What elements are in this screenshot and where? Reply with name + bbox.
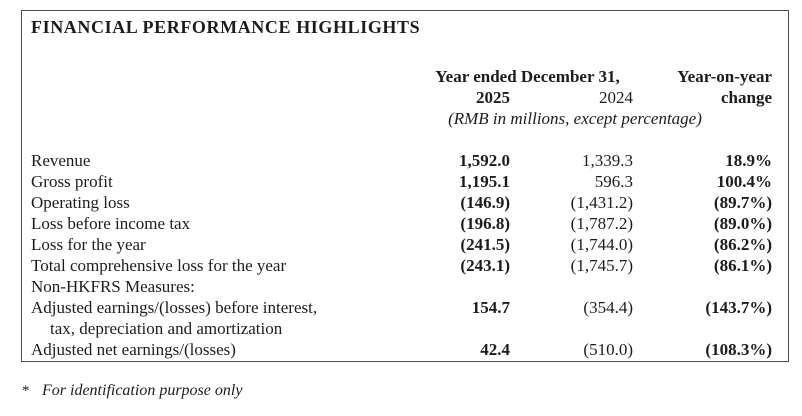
row-label: Gross profit bbox=[31, 172, 113, 191]
value-2025: 1,195.1 bbox=[458, 172, 510, 191]
value-2025: 42.4 bbox=[480, 340, 510, 359]
header-row-period: Year ended December 31, Year-on-year bbox=[31, 66, 772, 87]
value-2024 bbox=[510, 318, 633, 339]
value-change bbox=[633, 318, 772, 339]
row-label: Non-HKFRS Measures: bbox=[31, 277, 195, 296]
table-row-continuation: tax, depreciation and amortization bbox=[31, 318, 772, 339]
value-2024 bbox=[510, 276, 633, 297]
value-2025: (196.8) bbox=[460, 214, 510, 233]
value-change: (143.7%) bbox=[705, 298, 772, 317]
row-label: Loss before income tax bbox=[31, 214, 191, 233]
value-change: (108.3%) bbox=[705, 340, 772, 359]
header-spacer bbox=[31, 108, 422, 129]
header-row-years: 2025 2024 change bbox=[31, 87, 772, 108]
header-spacer bbox=[31, 66, 422, 87]
header-yoy-label: Year-on-year bbox=[677, 67, 772, 86]
row-label: Adjusted net earnings/(losses) bbox=[31, 340, 236, 359]
value-change: (89.7%) bbox=[713, 193, 772, 212]
header-spacer bbox=[31, 87, 422, 108]
value-change: 100.4% bbox=[716, 172, 772, 191]
value-2025: 154.7 bbox=[471, 298, 510, 317]
footnote-asterisk: * bbox=[22, 383, 30, 399]
header-col-2025: 2025 bbox=[475, 88, 510, 107]
value-2024: 596.3 bbox=[594, 172, 633, 191]
value-2025: (146.9) bbox=[460, 193, 510, 212]
spacer-row bbox=[31, 129, 772, 150]
table-row: Revenue 1,592.0 1,339.3 18.9% bbox=[31, 150, 772, 171]
table-row-section: Non-HKFRS Measures: bbox=[31, 276, 772, 297]
value-2025: 1,592.0 bbox=[458, 151, 510, 170]
value-2024: (1,744.0) bbox=[570, 235, 633, 254]
row-label: Total comprehensive loss for the year bbox=[31, 256, 287, 275]
row-label: Operating loss bbox=[31, 193, 130, 212]
row-label: Revenue bbox=[31, 151, 91, 170]
table-row: Adjusted earnings/(losses) before intere… bbox=[31, 297, 772, 318]
value-2024: (510.0) bbox=[583, 340, 633, 359]
table-row: Loss before income tax (196.8) (1,787.2)… bbox=[31, 213, 772, 234]
value-2024: (354.4) bbox=[583, 298, 633, 317]
value-change: (89.0%) bbox=[713, 214, 772, 233]
table-row: Gross profit 1,195.1 596.3 100.4% bbox=[31, 171, 772, 192]
row-label: Adjusted earnings/(losses) before intere… bbox=[31, 298, 318, 317]
table-row: Loss for the year (241.5) (1,744.0) (86.… bbox=[31, 234, 772, 255]
row-label: tax, depreciation and amortization bbox=[50, 319, 283, 338]
table-row: Total comprehensive loss for the year (2… bbox=[31, 255, 772, 276]
value-change: (86.2%) bbox=[713, 235, 772, 254]
header-period-label: Year ended December 31, bbox=[435, 67, 620, 86]
row-label: Loss for the year bbox=[31, 235, 146, 254]
value-2025 bbox=[422, 276, 510, 297]
table-row: Adjusted net earnings/(losses) 42.4 (510… bbox=[31, 339, 772, 360]
value-2024: 1,339.3 bbox=[582, 151, 633, 170]
table-row: Operating loss (146.9) (1,431.2) (89.7%) bbox=[31, 192, 772, 213]
header-change-label: change bbox=[721, 88, 772, 107]
value-change bbox=[633, 276, 772, 297]
value-2024: (1,431.2) bbox=[570, 193, 633, 212]
value-2024: (1,787.2) bbox=[570, 214, 633, 233]
unit-note: (RMB in millions, except percentage) bbox=[448, 109, 702, 128]
footnote-text: For identification purpose only bbox=[42, 382, 243, 399]
value-2025: (243.1) bbox=[460, 256, 510, 275]
financial-highlights-panel: FINANCIAL PERFORMANCE HIGHLIGHTS Year en… bbox=[21, 10, 789, 362]
header-col-2024: 2024 bbox=[599, 88, 633, 107]
value-change: 18.9% bbox=[725, 151, 772, 170]
value-2025 bbox=[422, 318, 510, 339]
value-2025: (241.5) bbox=[460, 235, 510, 254]
panel-title: FINANCIAL PERFORMANCE HIGHLIGHTS bbox=[31, 17, 421, 37]
header-row-units: (RMB in millions, except percentage) bbox=[31, 108, 772, 129]
value-2024: (1,745.7) bbox=[570, 256, 633, 275]
footnote: * For identification purpose only bbox=[22, 382, 242, 400]
financial-table: Year ended December 31, Year-on-year 202… bbox=[31, 66, 772, 360]
value-change: (86.1%) bbox=[713, 256, 772, 275]
